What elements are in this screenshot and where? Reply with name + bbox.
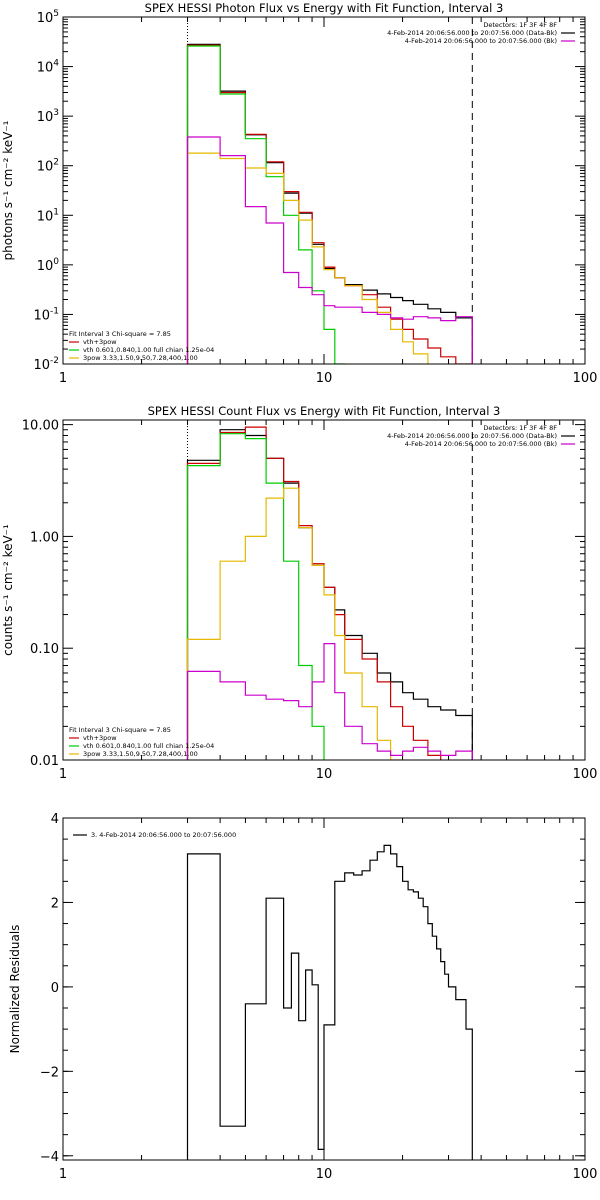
y-tick-label: 10-1	[33, 306, 59, 323]
x-tick-label: 1	[59, 1167, 67, 1182]
x-tick-label: 100	[573, 1167, 598, 1182]
y-tick-label: 4	[51, 812, 59, 827]
x-tick-label: 1	[59, 371, 67, 386]
chart-panel-2: SPEX HESSI Count Flux vs Energy with Fit…	[1, 404, 598, 782]
legend-entry: 3. 4-Feb-2014 20:06:56.000 to 20:07:56.0…	[91, 831, 236, 839]
chart-panel-1: SPEX HESSI Photon Flux vs Energy with Fi…	[1, 1, 598, 386]
x-tick-label: 100	[573, 767, 598, 782]
plot-frame	[62, 817, 586, 1161]
series-bk	[186, 136, 473, 364]
y-tick-label: 10.00	[22, 419, 59, 434]
series-bk	[186, 643, 473, 760]
y-tick-label: 2	[51, 896, 59, 911]
legend-entry-bottom-left: vth+3pow	[83, 338, 117, 346]
x-tick-label: 100	[573, 371, 598, 386]
y-tick-label: −4	[40, 1150, 59, 1165]
y-tick-label: 104	[37, 59, 60, 76]
y-tick-label: 0.10	[30, 642, 59, 657]
legend-entry-top-right: 4-Feb-2014 20:06:56.000 to 20:07:56.000 …	[387, 29, 557, 37]
legend-entry-bottom-left: 3pow 3.33,1.50,9.50,7.28,400,1.00	[83, 750, 198, 758]
series-3pow	[186, 152, 473, 364]
y-tick-label: −2	[40, 1065, 59, 1080]
series-vth	[186, 45, 473, 364]
legend-entry-bottom-left: Fit Interval 3 Chi-square = 7.85	[69, 330, 171, 338]
plot-frame	[62, 419, 586, 761]
chart-panel-3: Normalized Residuals 1 10 100 −4 −2 0 2 4 3. 4-Fe…	[8, 812, 597, 1182]
x-tick-label: 10	[316, 1167, 333, 1182]
y-tick-label: 103	[37, 108, 59, 125]
legend-entry-top-right: 4-Feb-2014 20:06:56.000 to 20:07:56.000 …	[387, 432, 557, 440]
y-axis-label: counts s⁻¹ cm⁻² keV⁻¹	[1, 524, 15, 656]
legend-entry-bottom-left: vth 0.601,0.840,1.00 full chian 1.25e-04	[83, 346, 214, 354]
y-axis-label: Normalized Residuals	[8, 925, 22, 1054]
legend-entry-bottom-left: Fit Interval 3 Chi-square = 7.85	[69, 726, 171, 734]
y-tick-label: 10-2	[33, 356, 59, 373]
legend-entry-bottom-left: 3pow 3.33,1.50,9.50,7.28,400,1.00	[83, 354, 198, 362]
plot-frame	[62, 16, 586, 365]
legend-entry-top-right: 4-Feb-2014 20:06:56.000 to 20:07:56.000 …	[405, 37, 557, 45]
x-tick-label: 10	[316, 371, 333, 386]
y-tick-label: 1.00	[30, 530, 59, 545]
series-vth-3pow	[186, 44, 473, 364]
y-axis-label: photons s⁻¹ cm⁻² keV⁻¹	[1, 120, 15, 260]
chart-title: SPEX HESSI Count Flux vs Energy with Fit…	[148, 404, 501, 418]
legend-entry-top-right: 4-Feb-2014 20:06:56.000 to 20:07:56.000 …	[405, 440, 557, 448]
legend-entry-bottom-left: vth 0.601,0.840,1.00 full chian 1.25e-04	[83, 742, 214, 750]
legend-entry-bottom-left: vth+3pow	[83, 734, 117, 742]
y-tick-label: 0.01	[30, 754, 59, 769]
series-3pow	[186, 487, 473, 760]
y-tick-label: 102	[37, 158, 59, 175]
series-vth	[186, 433, 473, 760]
series-vth-3pow	[186, 426, 473, 760]
y-tick-label: 101	[37, 207, 59, 224]
y-tick-label: 0	[51, 981, 59, 996]
legend-entry-top-right: Detectors: 1F 3F 4F 8F	[483, 21, 557, 29]
x-tick-label: 1	[59, 767, 67, 782]
y-tick-label: 100	[37, 257, 60, 274]
chart-title: SPEX HESSI Photon Flux vs Energy with Fi…	[145, 1, 504, 15]
series-residuals	[186, 844, 473, 1160]
y-tick-label: 105	[37, 9, 59, 26]
x-tick-label: 10	[316, 767, 333, 782]
legend-entry-top-right: Detectors: 1F 3F 4F 8F	[483, 424, 557, 432]
